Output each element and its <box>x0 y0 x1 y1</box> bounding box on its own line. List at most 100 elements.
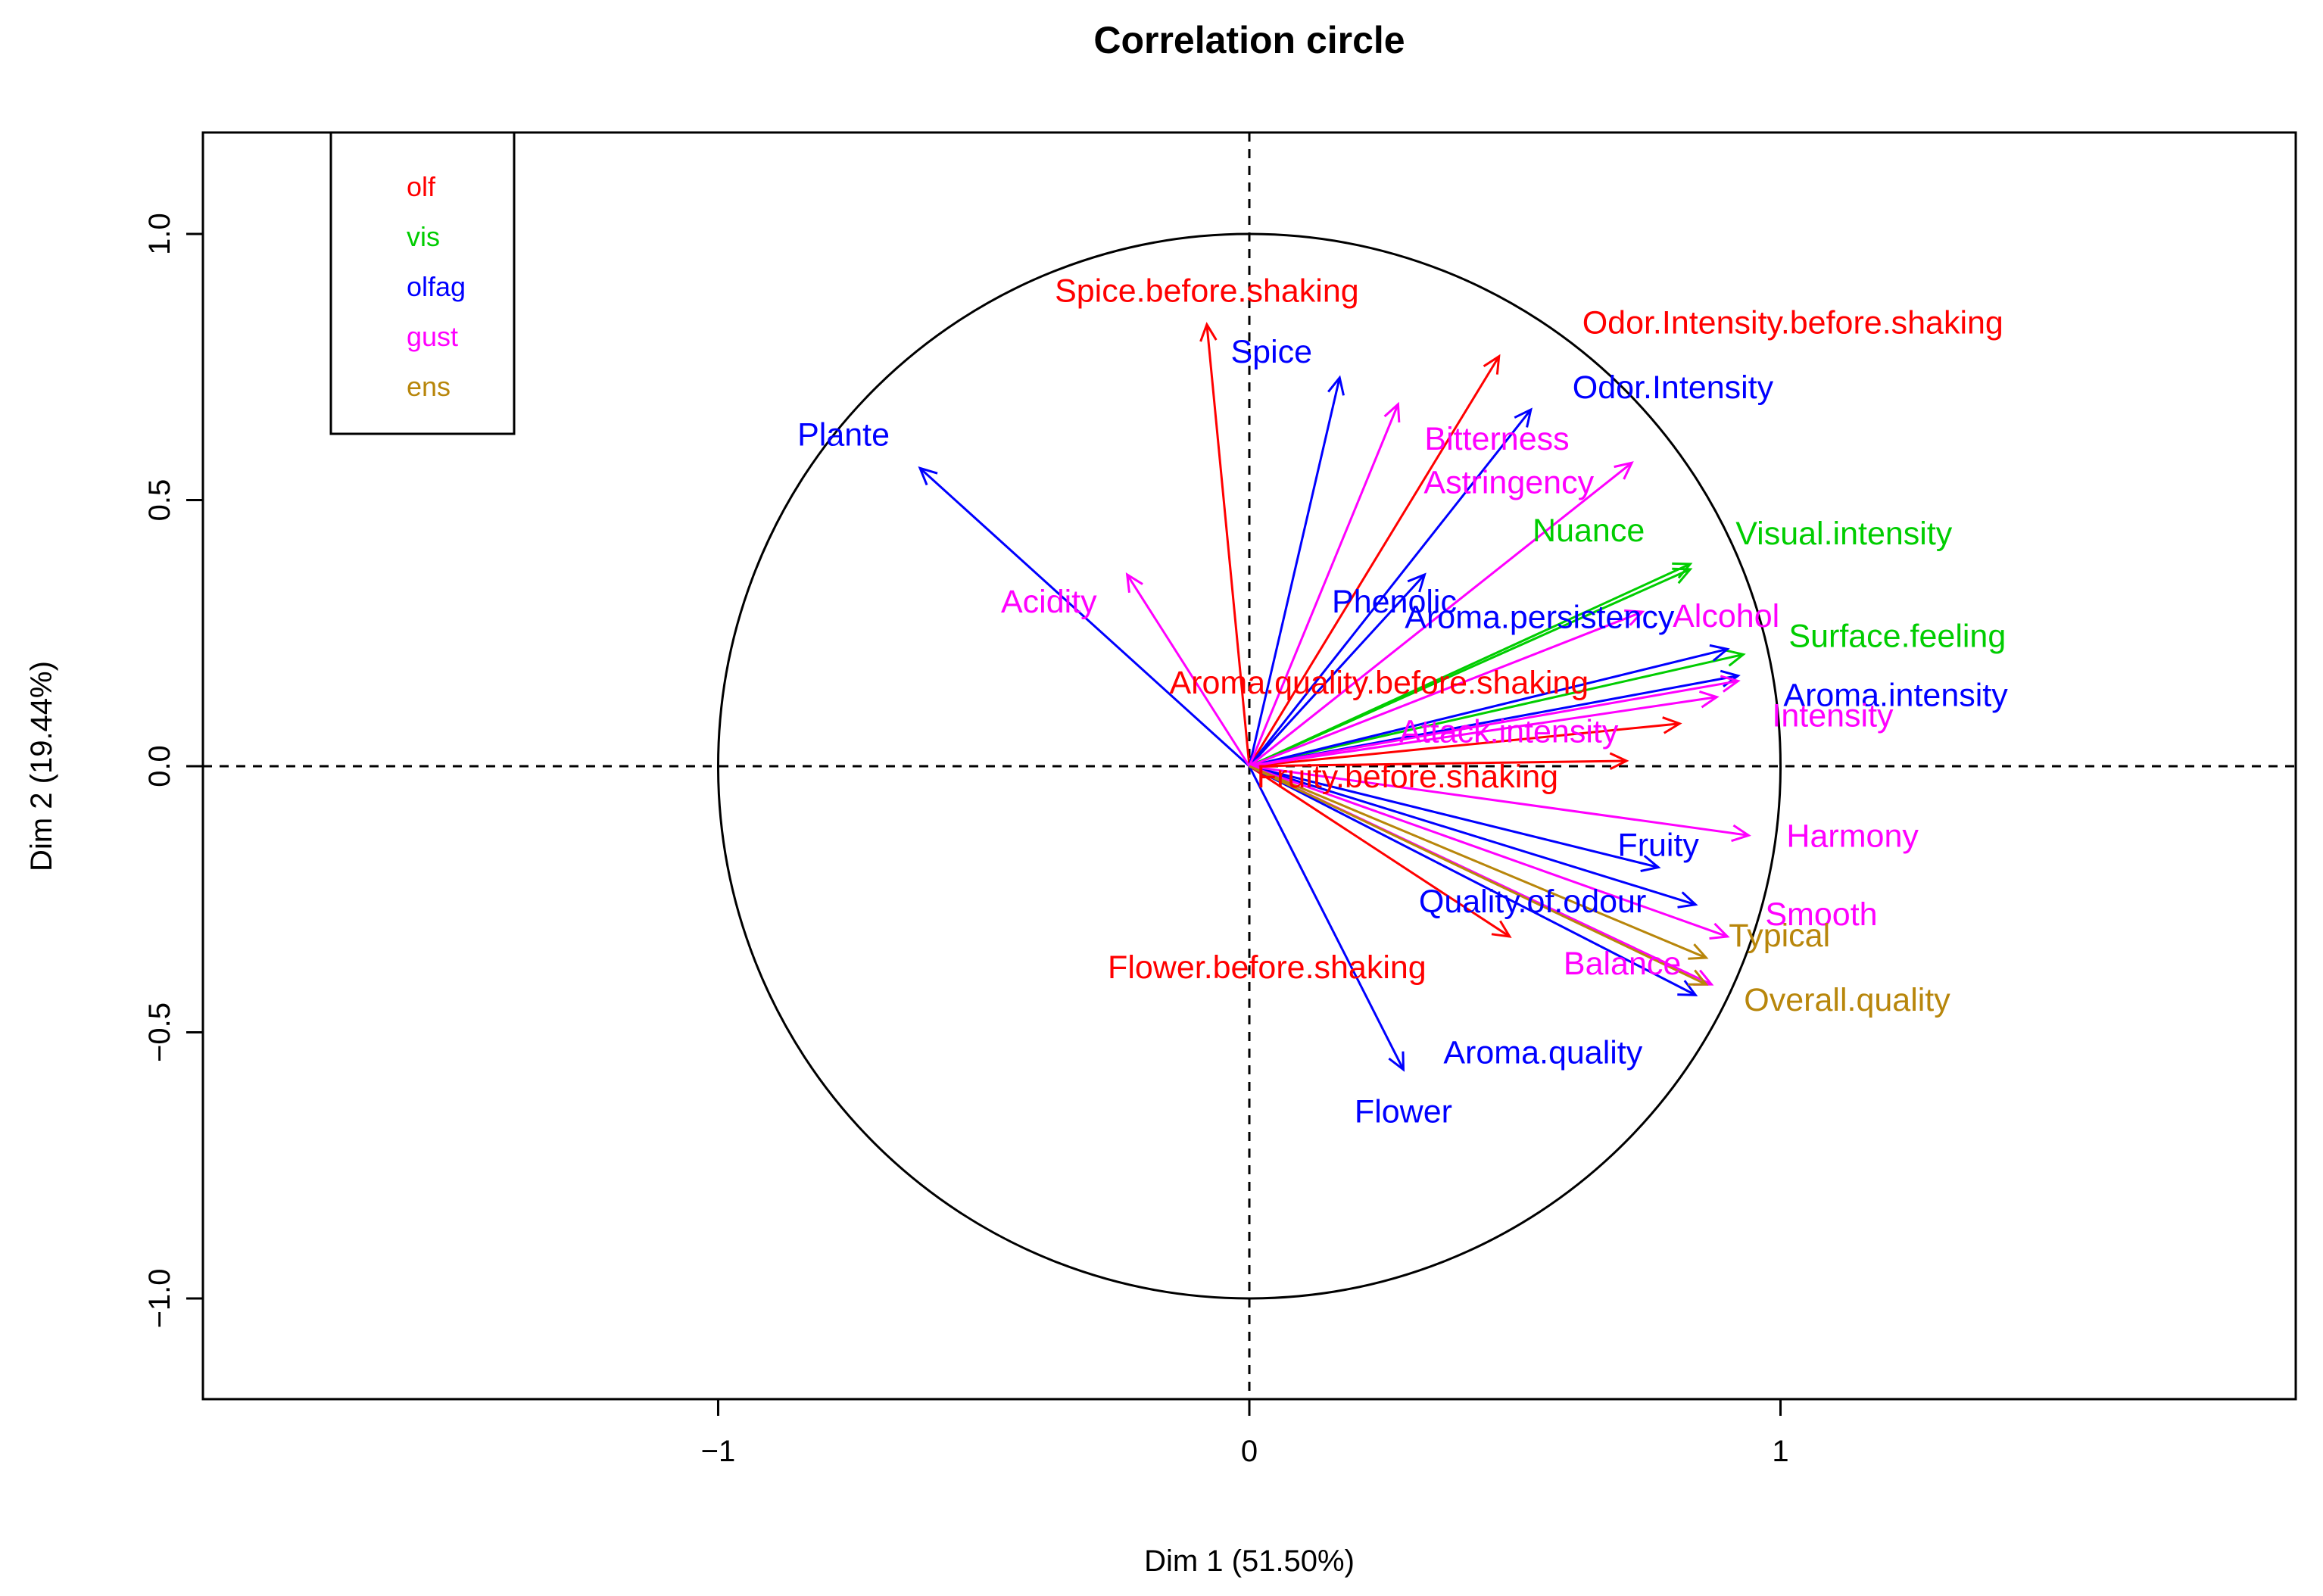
arrow-fruity <box>1249 765 1661 872</box>
label-astringency: Astringency <box>1423 464 1594 500</box>
arrow-attack-intensity <box>1249 690 1720 768</box>
arrow-head <box>1199 322 1218 342</box>
arrow-shaft <box>1249 647 1728 768</box>
arrow-acidity <box>1125 572 1251 767</box>
arrow-shaft <box>1249 765 1707 959</box>
arrow-head <box>1327 375 1345 396</box>
arrow-head <box>1388 1051 1405 1072</box>
label-acidity: Acidity <box>1001 584 1097 620</box>
label-flower-before-shaking: Flower.before.shaking <box>1108 949 1427 986</box>
label-surface-feeling: Surface.feeling <box>1788 618 2006 654</box>
plot-area: −1 0 1 −1.0 −0.5 0.0 0.5 1.0 Spice.before.shakin… <box>143 131 2297 1468</box>
x-tick-label: 1 <box>1772 1435 1788 1468</box>
y-tick-label: 0.0 <box>143 745 176 787</box>
arrow-shaft <box>1249 680 1738 768</box>
legend-entry-gust: gust <box>407 321 458 352</box>
arrow-harmony <box>1249 765 1751 843</box>
arrow-shaft <box>1249 765 1728 938</box>
y-axis-title: Dim 2 (19.44%) <box>25 661 58 871</box>
label-bitterness: Bitterness <box>1424 421 1569 457</box>
x-axis-title: Dim 1 (51.50%) <box>1144 1545 1355 1578</box>
arrow-head <box>1720 675 1741 693</box>
arrow-head <box>1709 922 1730 940</box>
arrow-spice-before-shaking <box>1199 322 1251 767</box>
arrow-head <box>1383 401 1401 423</box>
label-fruity-before-shaking: Fruity.before.shaking <box>1257 759 1558 795</box>
label-phenolic: Phenolic <box>1332 584 1457 620</box>
arrow-quality-of-odour <box>1249 765 1698 909</box>
arrow-shaft <box>1249 653 1744 768</box>
label-aroma-quality: Aroma.quality <box>1443 1034 1642 1071</box>
arrow-head <box>1624 609 1645 626</box>
arrow-surface-feeling <box>1249 649 1746 768</box>
arrow-shaft <box>1248 404 1399 767</box>
arrow-smooth <box>1249 765 1730 940</box>
legend: olf vis olfag gust ens <box>329 131 516 435</box>
label-odor-intensity-before-shaking: Odor.Intensity.before.shaking <box>1582 305 2003 341</box>
legend-entry-olfag: olfag <box>407 271 466 302</box>
arrow-shaft <box>1249 765 1749 837</box>
y-tick-label: 0.5 <box>143 479 176 522</box>
arrow-head <box>1491 920 1512 938</box>
arrow-shaft <box>1249 759 1627 768</box>
label-flower: Flower <box>1355 1094 1452 1130</box>
arrow-fruity-before-shaking <box>1249 752 1629 771</box>
arrow-astringency <box>1249 461 1634 768</box>
chart-title: Correlation circle <box>1093 19 1405 61</box>
y-tick-label: −1.0 <box>143 1268 176 1328</box>
label-spice: Spice <box>1230 334 1312 370</box>
arrow-head <box>1614 461 1634 480</box>
arrow-head <box>1688 969 1709 986</box>
legend-entry-vis: vis <box>407 221 440 252</box>
arrow-shaft <box>1249 765 1707 986</box>
label-visual-intensity: Visual.intensity <box>1735 516 1953 552</box>
arrow-shaft <box>1248 409 1532 767</box>
arrow-shaft <box>1249 765 1696 996</box>
arrow-odor-intensity-before-shaking <box>1248 354 1501 767</box>
arrow-shaft <box>1249 462 1633 768</box>
arrow-head <box>1709 644 1730 662</box>
arrow-shaft <box>1126 574 1251 767</box>
label-smooth: Smooth <box>1765 896 1877 933</box>
label-quality-of-odour: Quality.of.odour <box>1419 884 1646 920</box>
arrow-head <box>1640 855 1661 872</box>
arrow-head <box>1672 567 1693 584</box>
y-tick-label: −0.5 <box>143 1002 176 1062</box>
label-nuance: Nuance <box>1533 513 1645 549</box>
label-intensity: Intensity <box>1772 698 1894 734</box>
arrow-spice <box>1248 375 1345 767</box>
arrow-shaft <box>1248 765 1405 1071</box>
arrow-shaft <box>1248 377 1341 767</box>
arrow-typical <box>1249 765 1709 960</box>
label-odor-intensity: Odor.Intensity <box>1573 369 1774 406</box>
label-overall-quality: Overall.quality <box>1744 982 1950 1018</box>
arrow-head <box>1483 354 1501 375</box>
arrow-shaft <box>1249 722 1680 768</box>
label-aroma-intensity: Aroma.intensity <box>1783 678 2008 714</box>
arrow-aroma-persistency <box>1249 644 1730 768</box>
label-aroma-quality-before-shaking: Aroma.quality.before.shaking <box>1169 665 1589 701</box>
arrow-shaft <box>1249 568 1691 768</box>
arrow-head <box>1662 716 1682 734</box>
arrow-head <box>1725 649 1746 667</box>
arrow-odor-intensity <box>1248 407 1533 767</box>
label-plante: Plante <box>797 416 890 453</box>
arrow-shaft <box>1249 610 1643 768</box>
arrow-flower-before-shaking <box>1249 765 1512 938</box>
arrow-shaft <box>1205 324 1251 767</box>
arrow-shaft <box>919 467 1251 768</box>
arrow-shaft <box>1249 765 1696 906</box>
arrow-head <box>1609 752 1629 771</box>
label-balance: Balance <box>1564 946 1681 982</box>
arrow-shaft <box>1248 573 1426 768</box>
arrow-alcohol <box>1249 609 1645 768</box>
arrow-plante <box>918 466 1251 768</box>
arrow-head <box>1125 572 1143 593</box>
y-tick-label: 1.0 <box>143 213 176 255</box>
arrow-head <box>1677 891 1698 909</box>
arrow-bitterness <box>1248 401 1401 767</box>
arrow-overall-quality <box>1249 765 1709 986</box>
label-spice-before-shaking: Spice.before.shaking <box>1055 273 1359 310</box>
legend-box <box>329 131 516 435</box>
arrow-head <box>1688 943 1709 960</box>
